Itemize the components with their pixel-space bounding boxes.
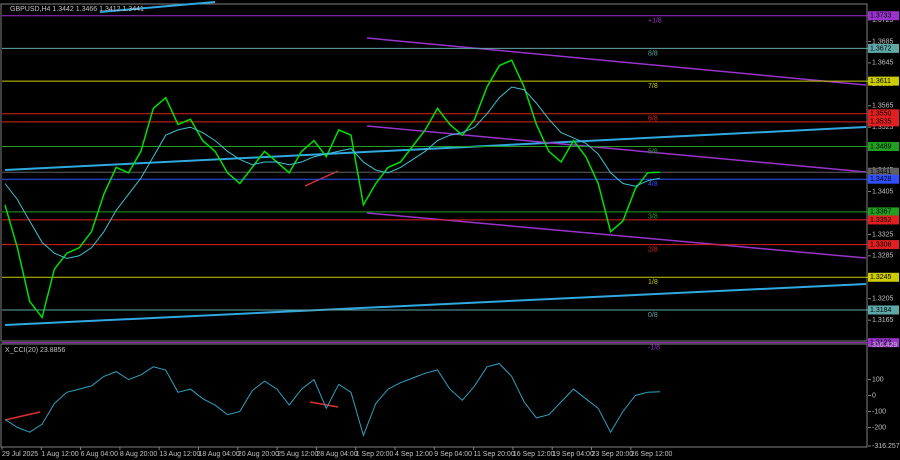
level-price: 1.3352 xyxy=(870,217,892,224)
trend-line xyxy=(99,1,216,13)
x-tick-label: 8 Aug 20:00 xyxy=(120,451,157,458)
level-box xyxy=(868,272,899,282)
y-tick-label: 1.3725 xyxy=(872,17,894,24)
y-tick-label: 100 xyxy=(872,376,884,383)
level-name: 4/8 xyxy=(648,181,658,188)
y-tick-label: -100 xyxy=(872,408,886,415)
level-name: -1/8 xyxy=(648,345,660,352)
level-box xyxy=(868,167,899,177)
level-price: 1.3184 xyxy=(870,307,892,314)
level-price: 1.3489 xyxy=(870,143,892,150)
level-box xyxy=(868,207,899,217)
x-tick-label: 20 Aug 20:00 xyxy=(238,451,279,458)
level-name: 5/8 xyxy=(648,148,658,155)
trend-line xyxy=(4,126,867,171)
level-name: 2/8 xyxy=(648,246,658,253)
divergence-line xyxy=(309,401,339,408)
level-name: 0/8 xyxy=(648,312,658,319)
level-price: 1.3611 xyxy=(870,78,891,85)
channel-line xyxy=(366,212,867,259)
y-tick-label: -316.257 xyxy=(872,443,900,450)
y-tick-label: 1.3165 xyxy=(872,317,894,324)
level-name: +1/8 xyxy=(648,18,662,25)
level-price: 1.3428 xyxy=(870,176,892,183)
trend-line xyxy=(4,283,867,326)
x-tick-label: 11 Sep 20:00 xyxy=(474,451,515,458)
level-box xyxy=(868,11,899,21)
y-tick-label: 316.429 xyxy=(872,342,897,349)
x-tick-label: 29 Jul 2025 xyxy=(2,451,38,458)
divergence-line xyxy=(304,170,339,187)
x-tick-label: 4 Sep 12:00 xyxy=(395,451,433,458)
level-name: 6/8 xyxy=(648,116,658,123)
level-price: 1.3441 xyxy=(870,169,892,176)
y-tick-label: 1.3525 xyxy=(872,124,894,131)
x-tick-label: 19 Sep 04:00 xyxy=(552,451,594,458)
series-line xyxy=(4,59,661,320)
level-name: 8/8 xyxy=(648,50,658,57)
level-box xyxy=(868,174,899,184)
level-price: 1.3672 xyxy=(870,45,892,52)
y-tick-label: 1.3325 xyxy=(872,231,894,238)
y-tick-label: 1.3205 xyxy=(872,296,894,303)
x-tick-label: 9 Sep 04:00 xyxy=(434,451,472,458)
x-tick-label: 1 Sep 20:00 xyxy=(356,451,394,458)
level-name: 1/8 xyxy=(648,279,658,286)
y-tick-label: 1.3565 xyxy=(872,103,894,110)
indicator-header: X_CCI(20) 23.8856 xyxy=(5,347,65,354)
x-tick-label: 25 Aug 12:00 xyxy=(277,451,318,458)
level-box xyxy=(868,117,899,127)
y-tick-label: 1.3405 xyxy=(872,188,894,195)
y-tick-label: -200 xyxy=(872,424,886,431)
series-line xyxy=(4,363,661,437)
level-box xyxy=(868,240,899,250)
channel-line xyxy=(366,37,867,86)
level-box xyxy=(868,215,899,225)
channel-line xyxy=(366,125,867,173)
level-box xyxy=(868,305,899,315)
y-tick-label: 1.3285 xyxy=(872,253,894,260)
y-tick-label: 0 xyxy=(872,392,876,399)
x-tick-label: 23 Sep 20:00 xyxy=(592,451,634,458)
level-price: 1.3550 xyxy=(870,111,892,118)
level-box xyxy=(868,142,899,152)
x-tick-label: 28 Aug 04:00 xyxy=(316,451,357,458)
x-tick-label: 26 Sep 12:00 xyxy=(631,451,673,458)
level-box xyxy=(868,76,899,86)
level-box xyxy=(868,338,899,348)
x-tick-label: 1 Aug 12:00 xyxy=(41,451,78,458)
level-box xyxy=(868,43,899,53)
y-tick-label: 1.3645 xyxy=(872,60,894,67)
level-name: 7/8 xyxy=(648,83,658,90)
chart-header: GBPUSD,H4 1.3442 1.3466 1.3412 1.3441 xyxy=(10,6,144,13)
level-price: 1.3367 xyxy=(870,209,892,216)
level-price: 1.3123 xyxy=(870,340,892,347)
x-tick-label: 16 Sep 12:00 xyxy=(513,451,555,458)
x-tick-label: 13 Aug 12:00 xyxy=(159,451,200,458)
level-price: 1.3733 xyxy=(870,13,892,20)
x-tick-label: 18 Aug 04:00 xyxy=(199,451,240,458)
level-box xyxy=(868,109,899,119)
series-line xyxy=(4,86,661,260)
level-price: 1.3306 xyxy=(870,241,892,248)
level-price: 1.3245 xyxy=(870,274,892,281)
y-tick-label: 1.3685 xyxy=(872,38,894,45)
level-name: 3/8 xyxy=(648,214,658,221)
divergence-line xyxy=(4,411,41,421)
level-price: 1.3535 xyxy=(870,119,892,126)
x-tick-label: 6 Aug 04:00 xyxy=(81,451,118,458)
